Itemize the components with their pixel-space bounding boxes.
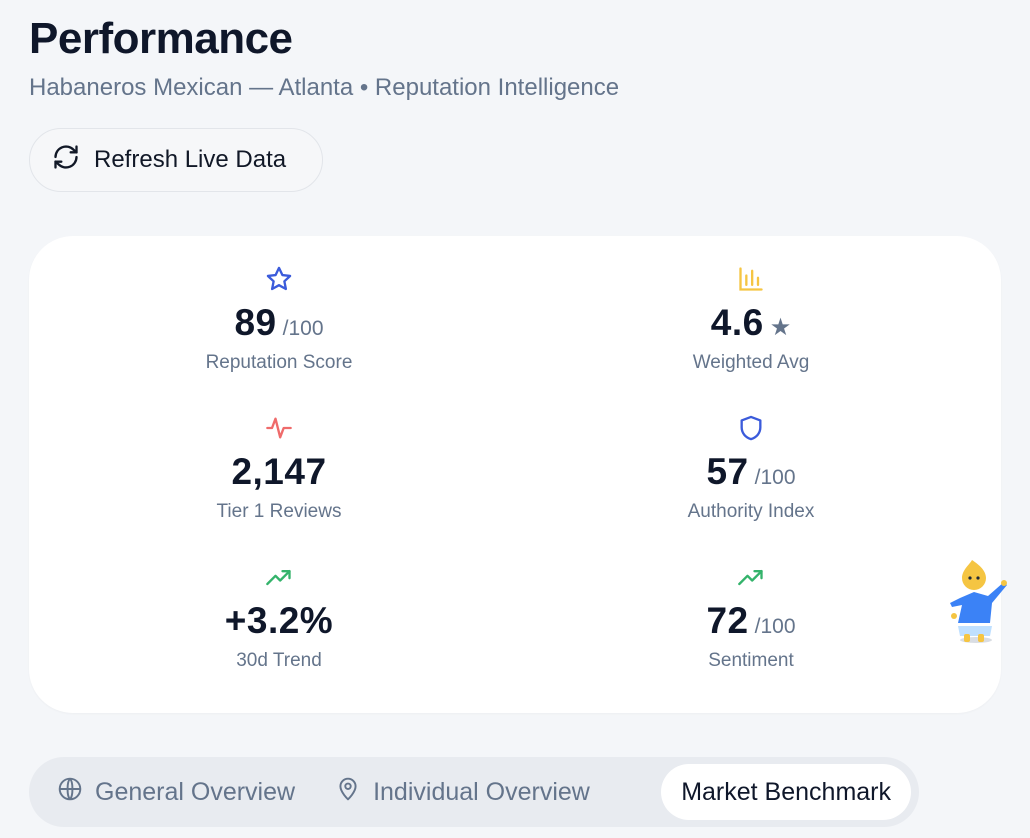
page-subtitle: Habaneros Mexican — Atlanta • Reputation…	[29, 74, 620, 101]
stat-label: Sentiment	[708, 650, 794, 671]
stat-suffix: /100	[754, 466, 796, 489]
stat-suffix: /100	[754, 615, 796, 638]
tab-label: Individual Overview	[373, 777, 590, 806]
refresh-live-data-button[interactable]: Refresh Live Data	[29, 128, 323, 192]
globe-icon	[57, 776, 83, 809]
stat-label: Reputation Score	[205, 352, 353, 373]
assistant-mascot[interactable]	[946, 556, 1008, 644]
bar-chart-icon	[736, 264, 766, 294]
stat-value: 89	[234, 302, 277, 343]
page-title: Performance	[29, 14, 293, 63]
trending-up-icon	[736, 562, 766, 592]
star-icon	[264, 264, 294, 294]
stats-card: 89 /100 Reputation Score 4.6 ★ Weighted …	[29, 236, 1001, 713]
refresh-icon	[52, 143, 80, 178]
stat-authority-index: 57 /100 Authority Index	[601, 413, 901, 523]
stat-sentiment: 72 /100 Sentiment	[601, 562, 901, 672]
stat-value: +3.2%	[224, 600, 334, 641]
shield-icon	[736, 413, 766, 443]
refresh-button-label: Refresh Live Data	[94, 146, 287, 173]
mascot-illustration	[950, 560, 1007, 643]
stat-label: Authority Index	[687, 501, 815, 522]
tab-general-overview[interactable]: General Overview	[37, 764, 315, 820]
tab-market-benchmark[interactable]: Market Benchmark	[661, 764, 911, 820]
stat-reputation-score: 89 /100 Reputation Score	[129, 264, 429, 374]
stat-label: Weighted Avg	[692, 352, 810, 373]
stat-star-suffix: ★	[769, 314, 792, 341]
stat-suffix: /100	[282, 317, 324, 340]
stat-value: 2,147	[231, 451, 327, 492]
stat-tier1-reviews: 2,147 Tier 1 Reviews	[129, 413, 429, 523]
map-pin-icon	[335, 776, 361, 809]
stat-label: 30d Trend	[236, 650, 322, 671]
stat-weighted-avg: 4.6 ★ Weighted Avg	[601, 264, 901, 374]
stat-30d-trend: +3.2% 30d Trend	[129, 562, 429, 672]
tab-individual-overview[interactable]: Individual Overview	[315, 764, 610, 820]
activity-icon	[264, 413, 294, 443]
stat-value: 57	[706, 451, 749, 492]
overview-tabs: General Overview Individual Overview Mar…	[29, 757, 919, 827]
stat-value: 4.6	[710, 302, 764, 343]
tab-label: Market Benchmark	[681, 777, 891, 806]
stat-value: 72	[706, 600, 749, 641]
trending-up-icon	[264, 562, 294, 592]
tab-label: General Overview	[95, 777, 296, 806]
stat-label: Tier 1 Reviews	[216, 501, 342, 522]
